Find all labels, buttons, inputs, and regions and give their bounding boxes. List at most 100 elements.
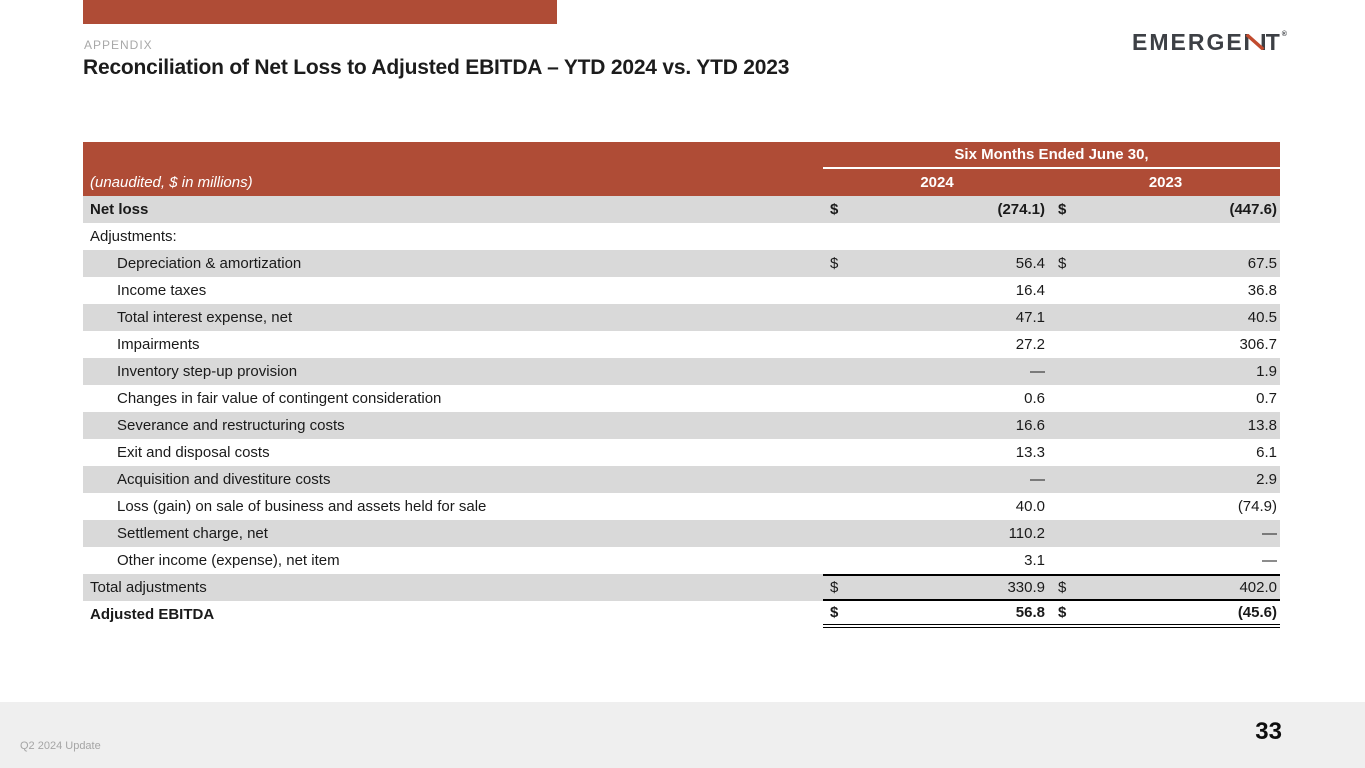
value-2024: 27.2: [1015, 336, 1045, 353]
value-2023: 6.1: [1256, 444, 1277, 461]
value-2023: 13.8: [1247, 417, 1277, 434]
row-label: Impairments: [117, 336, 200, 353]
row-label: Total adjustments: [90, 579, 207, 596]
value-2023: (447.6): [1229, 201, 1277, 218]
value-2024: (274.1): [997, 201, 1045, 218]
accent-bar: [83, 0, 557, 24]
value-cell-2024: 3.1: [823, 547, 1051, 574]
logo-text-right: T: [1265, 29, 1282, 55]
value-cell-2023: 40.5: [1051, 304, 1280, 331]
row-values: 3.1 —: [823, 547, 1280, 574]
value-2024: 16.6: [1015, 417, 1045, 434]
table-row: Loss (gain) on sale of business and asse…: [83, 493, 1280, 520]
value-cell-2024: 16.4: [823, 277, 1051, 304]
row-label: Net loss: [90, 201, 149, 218]
value-cell-2023: $402.0: [1051, 576, 1280, 599]
row-values: 47.1 40.5: [823, 304, 1280, 331]
value-cell-2023: $ (45.6): [1051, 601, 1280, 624]
table-row: Adjusted EBITDA $56.8 $ (45.6): [83, 601, 1280, 628]
value-2023: 402.0: [1239, 579, 1277, 596]
table-row: Depreciation & amortization $56.4 $67.5: [83, 250, 1280, 277]
table-row: Changes in fair value of contingent cons…: [83, 385, 1280, 412]
value-cell-2024: $ (274.1): [823, 196, 1051, 223]
dollar-sign-2023: $: [1058, 255, 1067, 272]
row-label: Acquisition and divestiture costs: [117, 471, 331, 488]
table-header: Six Months Ended June 30, (unaudited, $ …: [83, 142, 1280, 196]
value-cell-2024: $330.9: [823, 576, 1051, 599]
value-cell-2024: 40.0: [823, 493, 1051, 520]
value-2024: 56.8: [1015, 604, 1045, 621]
row-label: Settlement charge, net: [117, 525, 268, 542]
value-2023: —: [1262, 552, 1277, 569]
dollar-sign-2024: $: [830, 201, 839, 218]
value-2024: 16.4: [1015, 282, 1045, 299]
row-label: Adjusted EBITDA: [90, 606, 215, 623]
row-values: 27.2 306.7: [823, 331, 1280, 358]
value-2023: 2.9: [1256, 471, 1277, 488]
dollar-sign-2023: $: [1058, 201, 1067, 218]
value-2023: 0.7: [1256, 390, 1277, 407]
row-values: 13.3 6.1: [823, 439, 1280, 466]
dollar-sign-2023: $: [1058, 604, 1067, 621]
value-2023: 40.5: [1247, 309, 1277, 326]
emergent-logo: EMERGE T®: [1132, 29, 1287, 56]
row-label: Depreciation & amortization: [117, 255, 302, 272]
row-label: Exit and disposal costs: [117, 444, 270, 461]
value-cell-2024: 0.6: [823, 385, 1051, 412]
table-row: Exit and disposal costs 13.3 6.1: [83, 439, 1280, 466]
value-2023: (45.6): [1237, 604, 1277, 621]
value-2023: 1.9: [1256, 363, 1277, 380]
logo-n-icon: [1244, 34, 1265, 50]
row-values: 110.2 —: [823, 520, 1280, 547]
value-cell-2024: 16.6: [823, 412, 1051, 439]
row-values: $330.9 $402.0: [823, 574, 1280, 601]
row-values: $56.8 $ (45.6): [823, 601, 1280, 628]
value-cell-2023: 0.7: [1051, 385, 1280, 412]
value-cell-2024: $56.8: [823, 601, 1051, 624]
value-cell-2023: 1.9: [1051, 358, 1280, 385]
value-cell-2024: 27.2: [823, 331, 1051, 358]
value-2024: 56.4: [1015, 255, 1045, 272]
value-cell-2023: $ (447.6): [1051, 196, 1280, 223]
row-label: Other income (expense), net item: [117, 552, 340, 569]
page-number: 33: [1255, 718, 1282, 745]
value-2024: 13.3: [1015, 444, 1045, 461]
header-spacer: [83, 142, 823, 169]
year-header-2024: 2024: [920, 174, 954, 191]
row-values: $56.4 $67.5: [823, 250, 1280, 277]
row-values: $ (274.1) $ (447.6): [823, 196, 1280, 223]
logo-text-left: EMERGE: [1132, 29, 1244, 55]
page-title: Reconciliation of Net Loss to Adjusted E…: [83, 56, 790, 79]
reconciliation-table: Six Months Ended June 30, (unaudited, $ …: [83, 142, 1280, 628]
table-row: Acquisition and divestiture costs — 2.9: [83, 466, 1280, 493]
unaudited-note: (unaudited, $ in millions): [90, 174, 253, 191]
table-row: Total interest expense, net 47.1 40.5: [83, 304, 1280, 331]
table-row: Net loss $ (274.1) $ (447.6): [83, 196, 1280, 223]
section-kicker: APPENDIX: [84, 38, 153, 52]
value-2023: 67.5: [1247, 255, 1277, 272]
registered-mark: ®: [1281, 31, 1287, 38]
dollar-sign-2024: $: [830, 579, 839, 596]
value-2024: 330.9: [1007, 579, 1045, 596]
row-values: — 1.9: [823, 358, 1280, 385]
value-2024: 40.0: [1015, 498, 1045, 515]
value-cell-2023: 13.8: [1051, 412, 1280, 439]
value-2024: —: [1030, 471, 1045, 488]
dollar-sign-2023: $: [1058, 579, 1067, 596]
row-label: Loss (gain) on sale of business and asse…: [117, 498, 487, 515]
value-cell-2023: 306.7: [1051, 331, 1280, 358]
row-values: 40.0 (74.9): [823, 493, 1280, 520]
value-2024: 0.6: [1024, 390, 1045, 407]
row-label: Severance and restructuring costs: [117, 417, 345, 434]
value-2024: 3.1: [1024, 552, 1045, 569]
value-cell-2023: [1051, 223, 1280, 250]
value-cell-2024: 110.2: [823, 520, 1051, 547]
value-cell-2023: —: [1051, 520, 1280, 547]
value-cell-2023: (74.9): [1051, 493, 1280, 520]
row-label: Adjustments:: [90, 228, 177, 245]
value-cell-2024: $56.4: [823, 250, 1051, 277]
dollar-sign-2024: $: [830, 604, 839, 621]
value-2024: 110.2: [1008, 525, 1045, 542]
year-header-2023: 2023: [1148, 174, 1183, 191]
period-header: Six Months Ended June 30,: [823, 142, 1280, 169]
